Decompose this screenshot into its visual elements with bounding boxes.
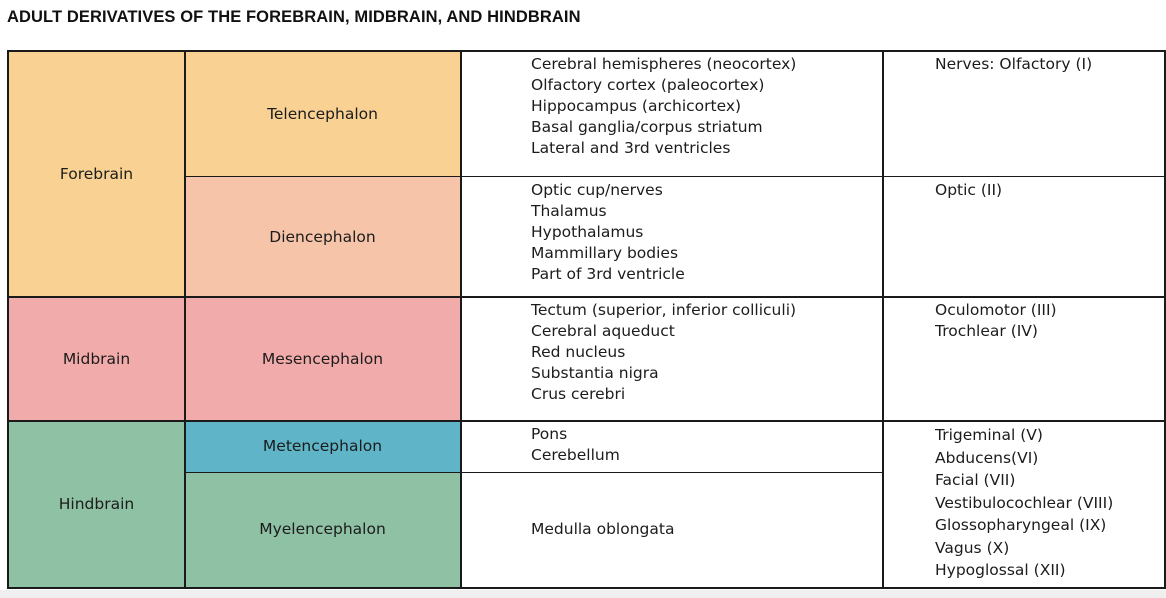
list-item: Oculomotor (III)	[935, 301, 1057, 319]
list-item: Crus cerebri	[531, 385, 626, 403]
derivatives-telencephalon: Cerebral hemispheres (neocortex) Olfacto…	[531, 51, 881, 177]
page-title: ADULT DERIVATIVES OF THE FOREBRAIN, MIDB…	[7, 8, 581, 26]
column-divider-2	[460, 50, 462, 589]
list-item: Tectum (superior, inferior colliculi)	[531, 301, 797, 319]
list-item: Facial (VII)	[935, 471, 1016, 489]
column-divider-3	[882, 50, 884, 589]
table-border-right	[1164, 50, 1166, 589]
derivatives-myelencephalon: Medulla oblongata	[531, 472, 881, 587]
region-midbrain: Midbrain	[8, 297, 185, 421]
list-item: Mammillary bodies	[531, 244, 679, 262]
list-item: Hypoglossal (XII)	[935, 561, 1066, 579]
vesicle-telencephalon-label: Telencephalon	[267, 104, 378, 123]
nerves-diencephalon: Optic (II)	[935, 177, 1163, 297]
vesicle-myelencephalon-label: Myelencephalon	[259, 520, 386, 538]
list-item: Cerebral hemispheres (neocortex)	[531, 55, 797, 73]
table-border-left	[7, 50, 9, 589]
list-item: Part of 3rd ventricle	[531, 265, 685, 283]
list-item: Trochlear (IV)	[935, 322, 1038, 340]
list-item: Cerebellum	[531, 446, 620, 464]
region-hindbrain: Hindbrain	[8, 421, 185, 587]
row-divider-meten-myelen	[184, 472, 883, 474]
table-border-bottom	[7, 587, 1165, 589]
region-hindbrain-label: Hindbrain	[58, 494, 135, 513]
list-item: Vestibulocochlear (VIII)	[935, 493, 1114, 512]
list-item: Vagus (X)	[935, 538, 1010, 557]
list-item: Olfactory cortex (paleocortex)	[531, 76, 765, 94]
row-divider-midbrain-hindbrain	[7, 420, 1165, 422]
derivatives-mesencephalon: Tectum (superior, inferior colliculi) Ce…	[531, 297, 881, 421]
list-item: Trigeminal (V)	[935, 426, 1043, 444]
list-item: Medulla oblongata	[531, 520, 675, 538]
table-border-top	[7, 50, 1165, 52]
row-divider-forebrain-midbrain	[7, 296, 1165, 298]
derivatives-metencephalon: Pons Cerebellum	[531, 421, 881, 472]
list-item: Pons	[531, 425, 568, 443]
list-item: Optic cup/nerves	[531, 181, 663, 199]
region-forebrain: Forebrain	[8, 51, 185, 297]
region-midbrain-label: Midbrain	[62, 349, 131, 368]
footer-bar	[0, 590, 1166, 598]
column-divider-1	[184, 50, 186, 589]
derivatives-diencephalon: Optic cup/nerves Thalamus Hypothalamus M…	[531, 177, 881, 297]
list-item: Hypothalamus	[531, 223, 644, 241]
list-item: Basal ganglia/corpus striatum	[531, 118, 763, 136]
region-forebrain-label: Forebrain	[59, 164, 134, 183]
nerves-telencephalon: Nerves: Olfactory (I)	[935, 51, 1163, 177]
list-item: Optic (II)	[935, 181, 1003, 199]
row-divider-telen-dien	[184, 176, 1165, 178]
vesicle-mesencephalon-label: Mesencephalon	[261, 349, 384, 368]
list-item: Lateral and 3rd ventricles	[531, 139, 731, 157]
list-item: Cerebral aqueduct	[531, 322, 675, 340]
vesicle-myelencephalon: Myelencephalon	[185, 472, 460, 587]
nerves-hindbrain: Trigeminal (V) Abducens(VI) Facial (VII)…	[935, 421, 1163, 587]
list-item: Thalamus	[531, 202, 607, 220]
list-item: Abducens(VI)	[935, 448, 1039, 467]
list-item: Glossopharyngeal (IX)	[935, 516, 1107, 534]
vesicle-mesencephalon: Mesencephalon	[185, 297, 460, 421]
list-item: Hippocampus (archicortex)	[531, 97, 742, 115]
vesicle-telencephalon: Telencephalon	[185, 51, 460, 177]
list-item: Substantia nigra	[531, 364, 659, 382]
vesicle-diencephalon: Diencephalon	[185, 177, 460, 297]
vesicle-metencephalon-label: Metencephalon	[262, 437, 383, 455]
vesicle-metencephalon: Metencephalon	[185, 421, 460, 472]
nerves-mesencephalon: Oculomotor (III) Trochlear (IV)	[935, 297, 1163, 421]
list-item: Nerves: Olfactory (I)	[935, 55, 1093, 73]
vesicle-diencephalon-label: Diencephalon	[269, 227, 376, 246]
list-item: Red nucleus	[531, 343, 626, 361]
